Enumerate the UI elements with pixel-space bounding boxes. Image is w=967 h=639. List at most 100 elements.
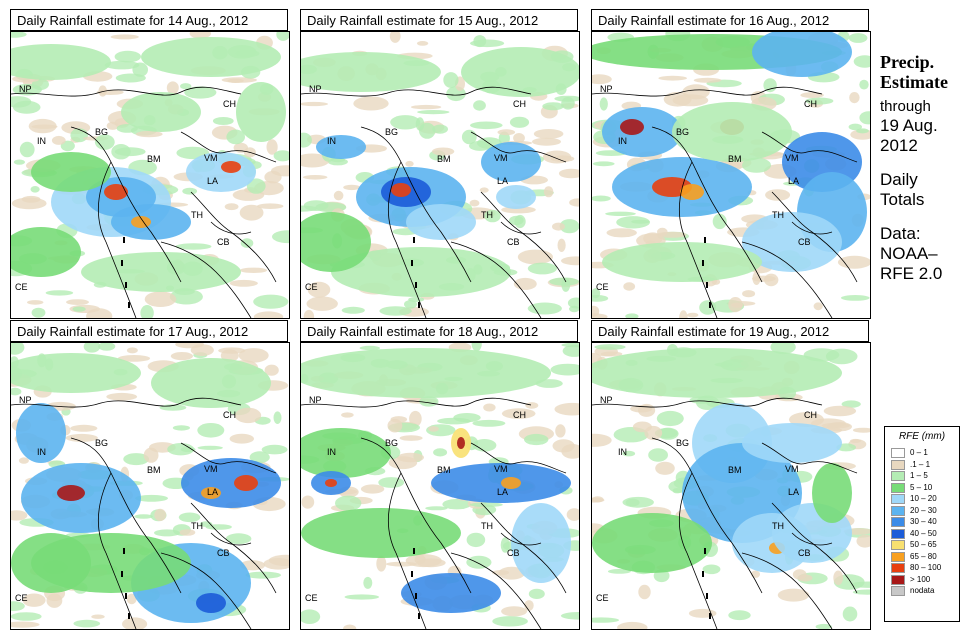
panel-title: Daily Rainfall estimate for 17 Aug., 201… bbox=[10, 320, 288, 342]
legend-swatch bbox=[891, 482, 905, 493]
legend-item: .1 – 1 bbox=[885, 459, 959, 471]
caption-through: through bbox=[880, 98, 931, 115]
country-label: NP bbox=[19, 84, 32, 94]
country-label: CH bbox=[804, 410, 817, 420]
legend-item: 80 – 100 bbox=[885, 562, 959, 574]
country-label: TH bbox=[481, 210, 493, 220]
country-label: VM bbox=[494, 464, 508, 474]
legend-swatch bbox=[891, 586, 905, 596]
country-label: CB bbox=[217, 548, 230, 558]
country-label: IN bbox=[618, 447, 627, 457]
rfe-legend: RFE (mm) 0 – 1 .1 – 1 1 – 5 5 – 10 10 – 20 20… bbox=[884, 426, 960, 622]
caption-date-line1: 19 Aug. bbox=[880, 116, 938, 135]
legend-swatch bbox=[891, 505, 905, 516]
legend-swatch bbox=[891, 540, 905, 550]
country-label: NP bbox=[309, 395, 322, 405]
country-label: IN bbox=[327, 136, 336, 146]
rainfall-map: NP CH IN BG BM VM LA TH CB CE bbox=[300, 342, 580, 630]
rainfall-map-panel-5: Daily Rainfall estimate for 18 Aug., 201… bbox=[300, 320, 580, 630]
rainfall-field: NP CH IN BG BM VM LA TH CB CE bbox=[301, 343, 579, 629]
rainfall-map: NP CH IN BG BM VM LA TH CB CE bbox=[591, 31, 871, 319]
rainfall-field: NP CH IN BG BM VM LA TH CB CE bbox=[11, 32, 289, 318]
country-label: CE bbox=[596, 282, 609, 292]
panel-title: Daily Rainfall estimate for 18 Aug., 201… bbox=[300, 320, 578, 342]
rainfall-map-panel-2: Daily Rainfall estimate for 15 Aug., 201… bbox=[300, 9, 580, 319]
legend-label: 20 – 30 bbox=[910, 505, 937, 515]
country-label: LA bbox=[788, 176, 799, 186]
legend-swatch bbox=[891, 517, 905, 527]
legend-label: 65 – 80 bbox=[910, 551, 937, 561]
legend-item: 30 – 40 bbox=[885, 516, 959, 528]
legend-label: 80 – 100 bbox=[910, 563, 942, 572]
legend-label: 40 – 50 bbox=[910, 528, 937, 538]
country-label: VM bbox=[785, 153, 799, 163]
legend-swatch bbox=[891, 459, 905, 470]
legend-swatch bbox=[891, 551, 905, 562]
country-label: CH bbox=[804, 99, 817, 109]
panel-title: Daily Rainfall estimate for 14 Aug., 201… bbox=[10, 9, 288, 31]
legend-label: 10 – 20 bbox=[910, 494, 937, 503]
legend-label: 0 – 1 bbox=[910, 448, 928, 457]
country-label: CE bbox=[15, 593, 28, 603]
country-label: VM bbox=[204, 464, 218, 474]
country-label: TH bbox=[191, 521, 203, 531]
legend-swatch bbox=[891, 563, 905, 573]
rainfall-map-panel-3: Daily Rainfall estimate for 16 Aug., 201… bbox=[591, 9, 871, 319]
legend-item: 1 – 5 bbox=[885, 470, 959, 482]
legend-rows: 0 – 1 .1 – 1 1 – 5 5 – 10 10 – 20 20 – 30 30 –… bbox=[885, 447, 959, 597]
country-label: TH bbox=[191, 210, 203, 220]
country-label: VM bbox=[204, 153, 218, 163]
country-label: NP bbox=[309, 84, 322, 94]
caption-title-line1: Precip. bbox=[880, 52, 935, 72]
country-label: IN bbox=[327, 447, 336, 457]
legend-swatch bbox=[891, 494, 905, 504]
panel-title: Daily Rainfall estimate for 19 Aug., 201… bbox=[591, 320, 869, 342]
rainfall-map-panel-4: Daily Rainfall estimate for 17 Aug., 201… bbox=[10, 320, 290, 630]
legend-label: nodata bbox=[910, 586, 935, 595]
country-label: BM bbox=[728, 154, 742, 164]
rainfall-field: NP CH IN BG BM VM LA TH CB CE bbox=[592, 343, 870, 629]
country-label: BM bbox=[437, 465, 451, 475]
legend-item: 50 – 65 bbox=[885, 539, 959, 551]
country-label: CH bbox=[513, 99, 526, 109]
country-label: TH bbox=[481, 521, 493, 531]
caption-daily-line2: Totals bbox=[880, 190, 925, 209]
legend-label: .1 – 1 bbox=[910, 459, 931, 469]
country-label: VM bbox=[785, 464, 799, 474]
country-label: NP bbox=[600, 395, 613, 405]
legend-item: 10 – 20 bbox=[885, 493, 959, 505]
rainfall-field: NP CH IN BG BM VM LA TH CB CE bbox=[301, 32, 579, 318]
country-label: BM bbox=[147, 154, 161, 164]
rainfall-map: NP CH IN BG BM VM LA TH CB CE bbox=[10, 31, 290, 319]
country-label: BM bbox=[728, 465, 742, 475]
country-label: CE bbox=[596, 593, 609, 603]
country-label: CE bbox=[305, 282, 318, 292]
legend-item: 40 – 50 bbox=[885, 528, 959, 540]
country-label: NP bbox=[19, 395, 32, 405]
country-label: CB bbox=[798, 548, 811, 558]
legend-title: RFE (mm) bbox=[898, 431, 946, 442]
country-label: LA bbox=[207, 487, 218, 497]
country-label: CB bbox=[217, 237, 230, 247]
country-label: CE bbox=[305, 593, 318, 603]
rainfall-map-panel-1: Daily Rainfall estimate for 14 Aug., 201… bbox=[10, 9, 290, 319]
caption-date-line2: 2012 bbox=[880, 136, 918, 155]
country-label: NP bbox=[600, 84, 613, 94]
legend-item: 20 – 30 bbox=[885, 505, 959, 517]
country-label: BG bbox=[385, 438, 398, 448]
country-label: IN bbox=[37, 136, 46, 146]
rainfall-map: NP CH IN BG BM VM LA TH CB CE bbox=[10, 342, 290, 630]
country-label: BG bbox=[95, 127, 108, 137]
legend-item: > 100 bbox=[885, 574, 959, 586]
country-label: CH bbox=[513, 410, 526, 420]
rainfall-map: NP CH IN BG BM VM LA TH CB CE bbox=[591, 342, 871, 630]
legend-swatch bbox=[891, 528, 905, 539]
caption-data-line2: NOAA– bbox=[880, 244, 938, 263]
country-label: VM bbox=[494, 153, 508, 163]
rainfall-map: NP CH IN BG BM VM LA TH CB CE bbox=[300, 31, 580, 319]
legend-label: 1 – 5 bbox=[910, 471, 928, 480]
country-label: BM bbox=[147, 465, 161, 475]
country-label: LA bbox=[497, 487, 508, 497]
country-label: LA bbox=[207, 176, 218, 186]
country-label: TH bbox=[772, 210, 784, 220]
